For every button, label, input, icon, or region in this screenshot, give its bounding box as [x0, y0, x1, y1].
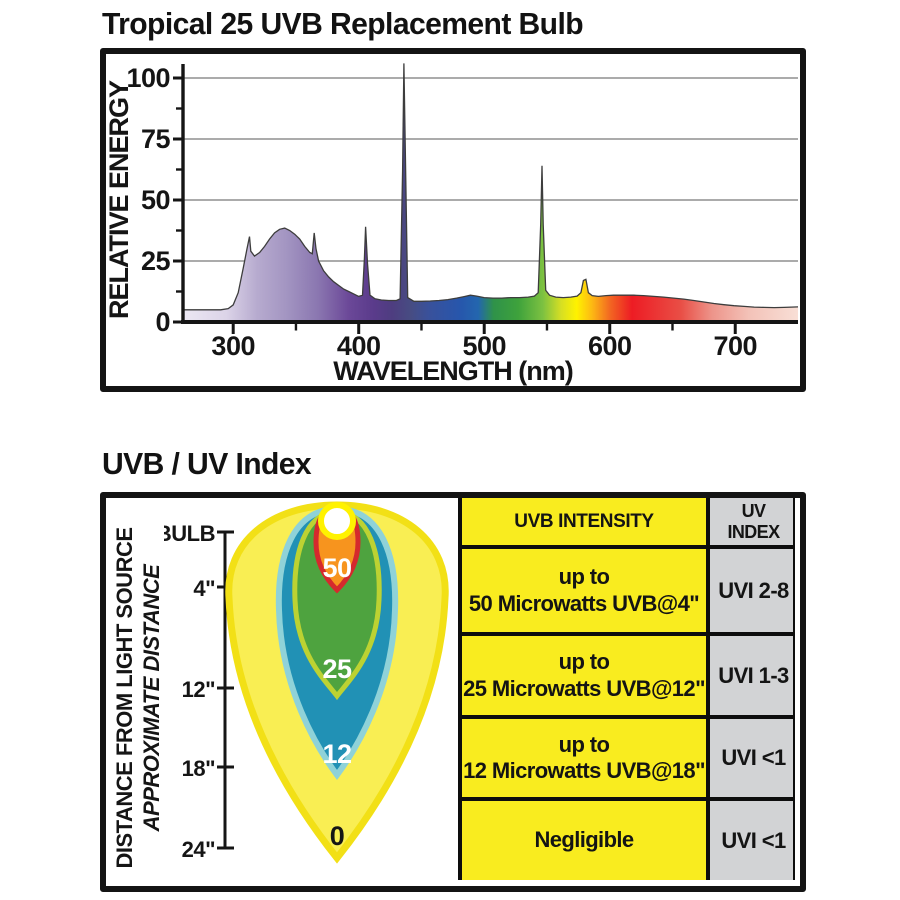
uv-table: UVB INTENSITY UV INDEX up to 50 Microwat… — [458, 498, 795, 880]
y-tick-label: 0 — [155, 307, 170, 337]
uv-index-column — [710, 498, 795, 880]
approximate-distance-label: APPROXIMATE DISTANCE — [139, 564, 164, 832]
distance-label-24in: 24" — [182, 837, 215, 862]
zone-label-12: 12 — [322, 739, 351, 769]
y-axis-title: RELATIVE ENERGY — [106, 80, 134, 319]
gridlines — [183, 77, 798, 262]
distance-label-bulb: BULB — [164, 521, 215, 546]
bulb-icon — [318, 502, 356, 540]
uvb-cone-diagram: BULB 4" 12" 18" 24" 50 25 12 0 — [164, 501, 449, 864]
table-row-uvi-1: UVI 2-8 — [718, 577, 789, 603]
x-tick-label: 400 — [337, 331, 381, 361]
table-row-uvi-2: UVI 1-3 — [718, 662, 789, 688]
zone-label-0: 0 — [330, 821, 345, 851]
x-tick-label: 300 — [211, 331, 255, 361]
intensity-line: up to — [558, 564, 610, 590]
uvb-intensity-column — [458, 498, 710, 880]
table-row-intensity-3: up to 12 Microwatts UVB@18" — [462, 719, 706, 797]
uv-index-panel: DISTANCE FROM LIGHT SOURCE APPROXIMATE D… — [100, 492, 806, 892]
table-divider — [458, 545, 795, 549]
x-axis-ticks: 300 400 500 600 700 — [211, 322, 758, 361]
y-tick-label: 100 — [126, 63, 170, 93]
table-row-uvi-3: UVI <1 — [721, 745, 786, 770]
y-tick-label: 50 — [141, 185, 170, 215]
x-tick-label: 500 — [462, 331, 506, 361]
y-axis-ticks: 0 25 50 75 100 — [126, 63, 185, 337]
table-row-intensity-1: up to 50 Microwatts UVB@4" — [462, 549, 706, 632]
distance-label-12in: 12" — [182, 677, 215, 702]
intensity-line: up to — [558, 731, 610, 757]
spectrum-area — [183, 63, 798, 323]
x-tick-label: 700 — [713, 331, 757, 361]
y-tick-label: 75 — [141, 124, 171, 154]
zone-label-25: 25 — [322, 654, 352, 684]
table-divider — [458, 632, 795, 636]
y-tick-label: 25 — [141, 246, 171, 276]
distance-label-18in: 18" — [182, 756, 215, 781]
table-row-intensity-2: up to 25 Microwatts UVB@12" — [462, 636, 706, 715]
uv-index-title: UVB / UV Index — [102, 446, 312, 481]
table-divider — [458, 715, 795, 719]
intensity-line: 25 Microwatts UVB@12" — [463, 675, 705, 701]
table-row-intensity-4: Negligible — [462, 801, 706, 880]
table-row-uvi-4: UVI <1 — [721, 827, 786, 853]
x-tick-label: 600 — [588, 331, 632, 361]
table-divider — [458, 797, 795, 801]
intensity-line: 12 Microwatts UVB@18" — [463, 758, 705, 783]
uv-index-header: UV INDEX — [727, 500, 780, 542]
spectrum-outline — [183, 63, 799, 311]
distance-label-4in: 4" — [193, 576, 215, 601]
spectrum-chart-title: Tropical 25 UVB Replacement Bulb — [102, 6, 584, 41]
x-axis-title: WAVELENGTH (nm) — [333, 356, 572, 386]
intensity-line: Negligible — [534, 827, 634, 853]
intensity-line: 50 Microwatts UVB@4" — [468, 590, 700, 616]
uvb-intensity-header: UVB INTENSITY — [514, 510, 654, 532]
intensity-line: up to — [558, 649, 610, 675]
spectrum-chart: 0 25 50 75 100 300 400 500 600 700 RELATIVE ENER… — [106, 63, 799, 386]
distance-from-light-source-label: DISTANCE FROM LIGHT SOURCE — [112, 527, 137, 869]
zone-label-50: 50 — [322, 553, 351, 583]
spectrum-chart-panel: 0 25 50 75 100 300 400 500 600 700 RELATIVE ENER… — [100, 48, 806, 392]
